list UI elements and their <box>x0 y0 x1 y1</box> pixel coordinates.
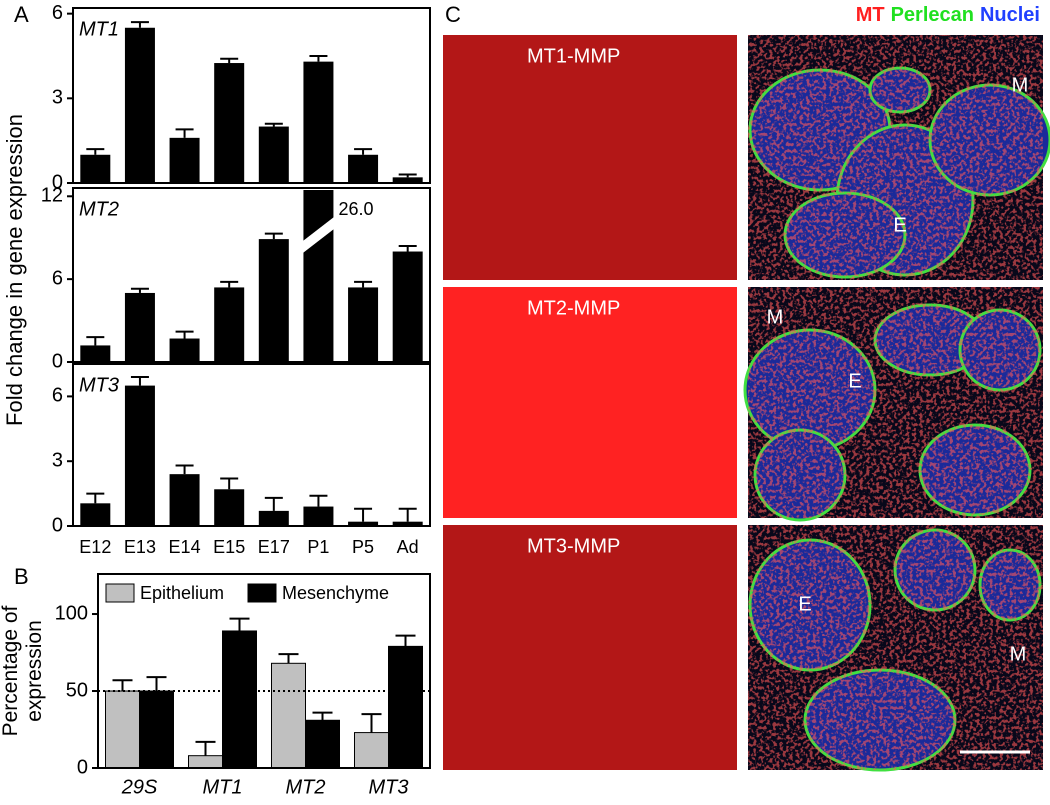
x-tick-label: P1 <box>307 537 329 557</box>
x-tick-label: MT3 <box>369 776 409 798</box>
bar <box>348 521 379 526</box>
y-tick-label: 12 <box>41 185 63 207</box>
bar <box>80 154 111 183</box>
bar <box>388 645 423 769</box>
x-tick-label: E12 <box>79 537 111 557</box>
bar <box>258 239 289 362</box>
x-tick-label: E15 <box>213 537 245 557</box>
micrograph-merge-signal <box>748 525 1043 770</box>
chart-title: MT2 <box>79 198 119 220</box>
bar <box>169 474 200 526</box>
x-tick-label: E17 <box>258 537 290 557</box>
bar <box>258 510 289 526</box>
bar <box>348 154 379 183</box>
chart-title: MT3 <box>79 374 119 396</box>
bar <box>303 190 334 362</box>
plot-frame <box>97 573 431 769</box>
region-label: M <box>1010 643 1027 665</box>
micrograph-label: MT1-MMP <box>527 45 620 67</box>
y-tick-label: 6 <box>52 385 63 407</box>
y-axis-label-line: Percentage of <box>0 605 22 736</box>
y-tick-label: 0 <box>52 514 63 536</box>
micrograph-legend: MT Perlecan Nuclei <box>856 4 1040 26</box>
bar <box>305 719 340 769</box>
micrograph-label: MT2-MMP <box>527 297 620 319</box>
micrograph-legend-item: MT <box>856 4 885 26</box>
bar <box>188 755 223 769</box>
x-tick-label: P5 <box>352 537 374 557</box>
y-tick-label: 50 <box>66 679 88 701</box>
micrograph-signal <box>443 35 737 280</box>
region-label: E <box>798 593 811 615</box>
y-tick-label: 100 <box>55 602 88 624</box>
micrograph-panel: MT Perlecan Nuclei MT1-MMP M E MT2-MMP M E MT3-MM… <box>443 4 1050 772</box>
bar <box>124 292 155 362</box>
y-tick-label: 0 <box>52 171 63 193</box>
bar <box>392 177 423 183</box>
micrograph-signal <box>443 525 737 770</box>
axis-break <box>296 212 341 258</box>
plot-frame <box>72 187 431 363</box>
bar <box>214 287 245 362</box>
bar <box>80 503 111 526</box>
bar <box>139 690 174 769</box>
panel-label: A <box>14 2 29 27</box>
micrograph-legend-item: Perlecan <box>891 4 974 26</box>
legend-label: Epithelium <box>140 583 224 603</box>
region-label: E <box>893 214 906 236</box>
bar <box>258 126 289 183</box>
y-tick-label: 3 <box>52 449 63 471</box>
legend-label: Mesenchyme <box>282 583 389 603</box>
x-tick-label: MT2 <box>286 776 326 798</box>
bar <box>271 662 306 769</box>
bar <box>392 521 423 526</box>
plot-frame <box>72 7 431 184</box>
micrograph-merge-signal <box>748 287 1043 518</box>
x-tick-label: E13 <box>124 537 156 557</box>
y-tick-label: 6 <box>52 2 63 24</box>
x-tick-label: E14 <box>169 537 201 557</box>
x-tick-label: 29S <box>121 776 158 798</box>
panel-label: C <box>445 2 461 27</box>
legend-swatch <box>247 583 277 603</box>
y-axis-label: Percentage ofexpression <box>0 605 46 736</box>
bar <box>169 137 200 183</box>
bar <box>222 630 257 769</box>
plot-frame <box>72 363 431 527</box>
panel-label: B <box>14 564 29 589</box>
bar <box>124 385 155 526</box>
chart-title: MT1 <box>79 18 119 40</box>
y-axis-label: Fold change in gene expression <box>2 114 27 426</box>
x-tick-label: Ad <box>397 537 419 557</box>
bar <box>80 345 111 362</box>
bar <box>124 27 155 183</box>
y-axis-label-line: expression <box>23 620 46 722</box>
bar <box>169 338 200 362</box>
bar <box>303 506 334 526</box>
micrograph-legend-item: Nuclei <box>980 4 1040 26</box>
bar <box>214 489 245 526</box>
region-label: M <box>1012 74 1029 96</box>
bar <box>354 732 389 769</box>
y-tick-label: 3 <box>52 87 63 109</box>
x-tick-label: MT1 <box>203 776 243 798</box>
y-tick-label: 0 <box>52 350 63 372</box>
bar <box>105 690 140 769</box>
y-tick-label: 0 <box>77 756 88 778</box>
bar <box>303 61 334 183</box>
bar <box>214 63 245 183</box>
region-label: E <box>848 370 861 392</box>
y-tick-label: 6 <box>52 267 63 289</box>
micrograph-label: MT3-MMP <box>527 535 620 557</box>
bar <box>392 251 423 362</box>
region-label: M <box>767 306 784 328</box>
micrograph-signal <box>443 287 737 518</box>
legend-swatch <box>105 583 135 603</box>
value-label: 26.0 <box>338 199 373 219</box>
micrograph-merge-signal <box>748 35 1043 280</box>
bar <box>348 287 379 362</box>
